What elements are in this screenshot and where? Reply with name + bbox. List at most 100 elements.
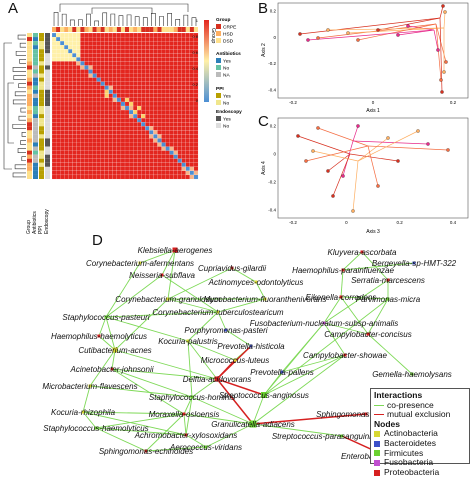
network-node — [261, 392, 267, 398]
heatmap-cell — [157, 81, 162, 86]
heatmap-cell — [185, 93, 191, 99]
heatmap-cell — [51, 36, 57, 42]
heatmap-cell — [185, 65, 191, 70]
network-node — [410, 372, 414, 376]
row-annotation-cell — [27, 162, 32, 167]
cooccurrence-edge — [187, 340, 236, 361]
sample-point — [436, 48, 440, 52]
heatmap-cell — [76, 142, 81, 147]
legend-endoscopy-swatch — [216, 123, 221, 128]
heatmap-cell — [55, 154, 61, 159]
heatmap-cell — [177, 53, 182, 58]
row-annotation-cell — [33, 114, 38, 119]
legend-ppi-swatch — [216, 93, 221, 98]
sample-point — [439, 78, 443, 82]
group-annotation-cell — [116, 27, 121, 32]
heatmap-cell — [177, 89, 182, 94]
heatmap-cell — [189, 109, 195, 115]
heatmap-cell — [141, 142, 146, 147]
heatmap-cell — [141, 162, 146, 167]
heatmap-cell — [189, 114, 195, 119]
heatmap-cell — [72, 109, 77, 115]
heatmap-cell — [100, 101, 105, 107]
heatmap-cell — [185, 154, 191, 159]
colorbar-tick: 0 — [196, 98, 199, 103]
heatmap-cell — [68, 93, 73, 99]
legend-endoscopy-label: No — [223, 124, 229, 130]
heatmap-cell — [100, 122, 105, 127]
row-annotation-cell — [39, 33, 44, 38]
heatmap-cell — [137, 81, 142, 86]
sample-point — [416, 129, 420, 133]
network-node-label: Cupriavidus-gilardii — [198, 264, 266, 273]
heatmap-cell — [165, 109, 170, 115]
heatmap-cell — [68, 81, 73, 86]
heatmap-cell — [96, 158, 101, 163]
network-node-label: Microbacterium-flavescens — [42, 382, 137, 391]
heatmap-cell — [173, 57, 178, 62]
heatmap-cell — [100, 154, 105, 159]
row-annotation-cell — [39, 122, 44, 127]
heatmap-cell — [128, 134, 134, 139]
heatmap-cell — [80, 138, 85, 143]
heatmap-cell — [104, 114, 109, 119]
heatmap-cell — [181, 73, 186, 78]
heatmap-cell — [68, 138, 73, 143]
heatmap-cell — [72, 174, 77, 180]
heatmap-cell — [80, 65, 85, 70]
heatmap-cell — [133, 32, 138, 38]
heatmap-cell — [177, 170, 182, 176]
row-annotation-cell — [27, 126, 32, 131]
cooccurrence-edge — [205, 423, 254, 448]
heatmap-cell — [149, 138, 154, 143]
cooccurrence-edge — [114, 349, 218, 380]
heatmap-cell — [116, 174, 122, 180]
heatmap-cell — [104, 118, 109, 123]
heatmap-cell — [88, 142, 93, 147]
phylum-label: Bacteroidetes — [384, 437, 436, 448]
heatmap-cell — [51, 45, 57, 50]
heatmap-cell — [55, 65, 61, 70]
heatmap-cell — [145, 57, 150, 62]
network-node-label: Streptococcus-parasanguinis-clade-411 — [272, 432, 412, 441]
heatmap-cell — [133, 73, 138, 78]
heatmap-cell — [108, 154, 113, 159]
group-annotation-cell — [108, 27, 113, 32]
heatmap-cell — [104, 150, 109, 155]
row-annotation-cell — [39, 126, 44, 131]
heatmap-cell — [108, 69, 113, 74]
heatmap-cell — [100, 45, 105, 50]
heatmap-cell — [76, 170, 81, 176]
heatmap-cell — [128, 158, 134, 163]
heatmap-cell — [76, 53, 81, 58]
heatmap-cell — [68, 150, 73, 155]
row-annotation-cell — [39, 146, 44, 151]
panel-letter-d: D — [92, 232, 103, 249]
heatmap-cell — [181, 41, 186, 46]
heatmap-cell — [51, 105, 57, 111]
heatmap-cell — [128, 65, 134, 70]
heatmap-cell — [92, 105, 97, 111]
heatmap-cell — [161, 150, 166, 155]
heatmap-cell — [88, 61, 93, 66]
heatmap-cell — [128, 174, 134, 180]
heatmap-cell — [92, 114, 97, 119]
heatmap-cell — [169, 41, 174, 46]
exclusion-edge — [216, 359, 236, 380]
heatmap-cell — [177, 97, 182, 103]
cooccurrence-edge — [105, 262, 141, 318]
row-annotation-cell — [45, 45, 50, 50]
network-node — [216, 310, 220, 314]
row-annotation-cell — [39, 61, 44, 66]
heatmap-cell — [124, 146, 130, 151]
group-annotation-cell — [120, 27, 125, 32]
heatmap-cell — [141, 41, 146, 46]
heatmap-cell — [96, 146, 101, 151]
row-annotation-cell — [27, 138, 32, 143]
heatmap-cell — [51, 57, 57, 62]
heatmap-cell — [165, 162, 170, 167]
heatmap-cell — [189, 61, 195, 66]
heatmap-cell — [181, 130, 186, 135]
heatmap-cell — [133, 150, 138, 155]
heatmap-cell — [55, 89, 61, 94]
